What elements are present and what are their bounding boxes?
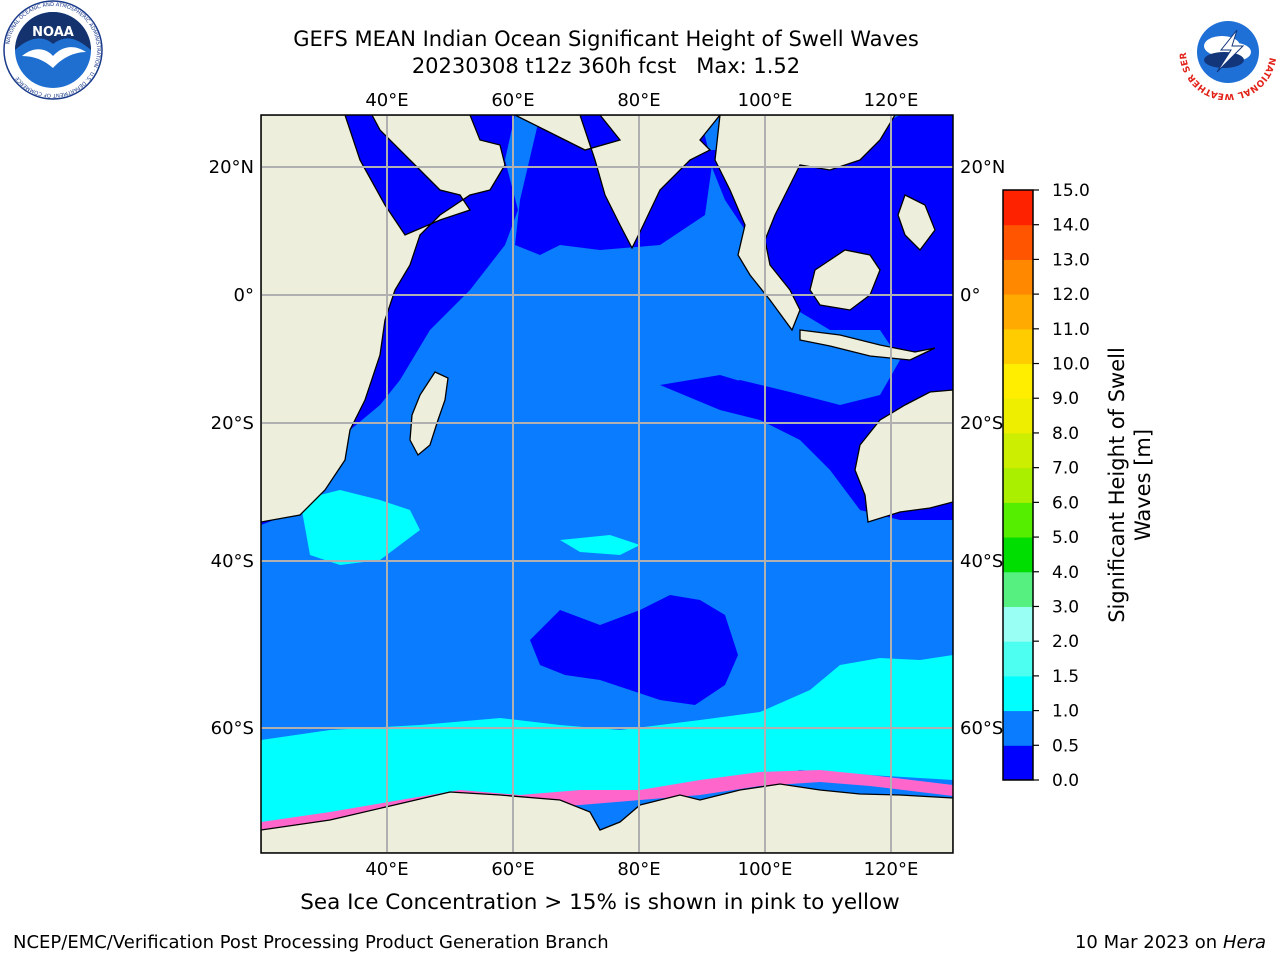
- colorbar-label-line2: Waves [m]: [1131, 429, 1155, 541]
- sea-ice-note: Sea Ice Concentration > 15% is shown in …: [300, 890, 900, 915]
- colorbar-swatch: [1003, 467, 1033, 503]
- lon-label-top: 40°E: [365, 90, 408, 111]
- colorbar-tick-label: 14.0: [1052, 216, 1090, 236]
- colorbar-frame: [1002, 189, 1034, 781]
- colorbar-tick-label: 8.0: [1052, 424, 1079, 444]
- lon-label-bottom: 120°E: [864, 859, 919, 880]
- lon-label-top: 80°E: [617, 90, 660, 111]
- colorbar-tick-label: 12.0: [1052, 285, 1090, 305]
- graticule: [261, 115, 953, 853]
- colorbar-swatch: [1003, 502, 1033, 538]
- colorbar-swatch: [1003, 571, 1033, 607]
- colorbar-swatch: [1003, 190, 1033, 226]
- chart-subtitle: 20230308 t12z 360h fcst Max: 1.52: [411, 54, 801, 78]
- colorbar-tick-label: 1.0: [1052, 702, 1079, 722]
- lon-label-top: 120°E: [864, 90, 919, 111]
- colorbar-tick-label: 10.0: [1052, 355, 1090, 375]
- colorbar-swatch: [1003, 745, 1033, 781]
- colorbar-swatch: [1003, 432, 1033, 469]
- colorbar-swatch: [1003, 363, 1033, 399]
- colorbar-tick-label: 1.5: [1052, 667, 1079, 687]
- land-masses: [261, 115, 953, 853]
- colorbar-tick-label: 6.0: [1052, 493, 1079, 513]
- colorbar-tick-label: 5.0: [1052, 528, 1079, 548]
- noaa-logo: NATIONAL OCEANIC AND ATMOSPHERIC ADMINIS…: [3, 0, 103, 100]
- colorbar-swatch: [1003, 294, 1033, 330]
- lon-label-bottom: 40°E: [365, 859, 408, 880]
- lon-label-bottom: 60°E: [491, 859, 534, 880]
- colorbar-tick-label: 2.0: [1052, 632, 1079, 652]
- lat-label-right: 20°S: [960, 413, 1003, 434]
- lat-label-left: 40°S: [211, 551, 254, 572]
- colorbar-tick-label: 7.0: [1052, 459, 1079, 479]
- lat-label-right: 20°N: [960, 157, 1005, 178]
- footer-date: 10 Mar 2023 on Hera: [1074, 932, 1266, 953]
- lon-label-bottom: 80°E: [617, 859, 660, 880]
- map-frame: [260, 114, 954, 854]
- colorbar-label-line1: Significant Height of Swell: [1105, 347, 1129, 623]
- map-area: [261, 115, 953, 853]
- ocean-high-swell-regions: [261, 490, 953, 825]
- colorbar-swatch: [1003, 710, 1033, 746]
- lat-label-left: 20°N: [209, 157, 254, 178]
- lon-label-top: 100°E: [738, 90, 793, 111]
- lat-label-left: 60°S: [211, 718, 254, 739]
- lat-label-right: 40°S: [960, 551, 1003, 572]
- nws-logo: NATIONAL WEATHER SERVICE: [1177, 0, 1277, 100]
- colorbar-swatch: [1003, 398, 1033, 434]
- colorbar-swatch: [1003, 259, 1033, 295]
- lon-label-bottom: 100°E: [738, 859, 793, 880]
- lat-label-right: 0°: [960, 285, 980, 306]
- chart-title: GEFS MEAN Indian Ocean Significant Heigh…: [293, 27, 919, 51]
- colorbar-swatch: [1003, 328, 1033, 365]
- footer-host: Hera: [1222, 932, 1266, 953]
- colorbar-tick-label: 0.5: [1052, 736, 1079, 756]
- lat-label-right: 60°S: [960, 718, 1003, 739]
- noaa-logo-text: NOAA: [32, 25, 74, 40]
- colorbar-tick-label: 15.0: [1052, 181, 1090, 201]
- colorbar-tick-label: 3.0: [1052, 597, 1079, 617]
- colorbar-swatch: [1003, 537, 1033, 573]
- colorbar-tick-label: 4.0: [1052, 563, 1079, 583]
- sea-ice-band: [261, 770, 953, 832]
- footer-credit: NCEP/EMC/Verification Post Processing Pr…: [13, 932, 609, 953]
- colorbar-swatch: [1003, 224, 1033, 260]
- colorbar-swatch: [1003, 606, 1033, 642]
- lon-label-top: 60°E: [491, 90, 534, 111]
- colorbar-ticks: 0.0 0.5 1.0 1.5 2.0 3.0 4.0 5.0 6.0 7.0 8.0 9.0 10.0…: [1033, 181, 1090, 791]
- colorbar-swatch: [1003, 641, 1033, 677]
- colorbar: [1003, 190, 1033, 781]
- colorbar-tick-label: 13.0: [1052, 250, 1090, 270]
- colorbar-swatch: [1003, 675, 1033, 712]
- colorbar-tick-label: 9.0: [1052, 389, 1079, 409]
- colorbar-tick-label: 11.0: [1052, 320, 1090, 340]
- lat-label-left: 0°: [234, 285, 254, 306]
- colorbar-tick-label: 0.0: [1052, 771, 1079, 791]
- lat-label-left: 20°S: [211, 413, 254, 434]
